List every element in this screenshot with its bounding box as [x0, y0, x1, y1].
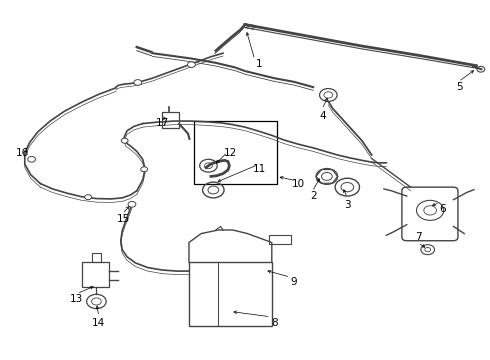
Text: 11: 11 — [253, 164, 266, 174]
Text: 5: 5 — [456, 82, 463, 92]
Text: 4: 4 — [319, 111, 326, 121]
Bar — [82, 262, 109, 287]
Text: 13: 13 — [70, 294, 83, 303]
Bar — [162, 112, 179, 128]
Circle shape — [28, 157, 35, 162]
Text: 1: 1 — [256, 59, 263, 69]
Text: 3: 3 — [344, 200, 351, 210]
Text: 7: 7 — [415, 232, 421, 242]
Bar — [270, 235, 291, 244]
Circle shape — [85, 195, 92, 200]
Circle shape — [141, 167, 147, 172]
Text: 15: 15 — [117, 214, 130, 224]
Circle shape — [121, 138, 128, 143]
Bar — [92, 253, 101, 262]
Circle shape — [134, 80, 142, 85]
Text: 6: 6 — [439, 203, 445, 213]
Bar — [194, 121, 277, 184]
Text: 14: 14 — [92, 318, 105, 328]
Text: 2: 2 — [310, 191, 317, 201]
Text: 12: 12 — [224, 148, 237, 158]
Text: 10: 10 — [292, 179, 305, 189]
Text: 17: 17 — [155, 118, 169, 128]
Text: 8: 8 — [271, 318, 277, 328]
Circle shape — [128, 202, 136, 207]
Text: 9: 9 — [291, 277, 297, 287]
Circle shape — [188, 62, 196, 67]
Text: 16: 16 — [16, 148, 29, 158]
